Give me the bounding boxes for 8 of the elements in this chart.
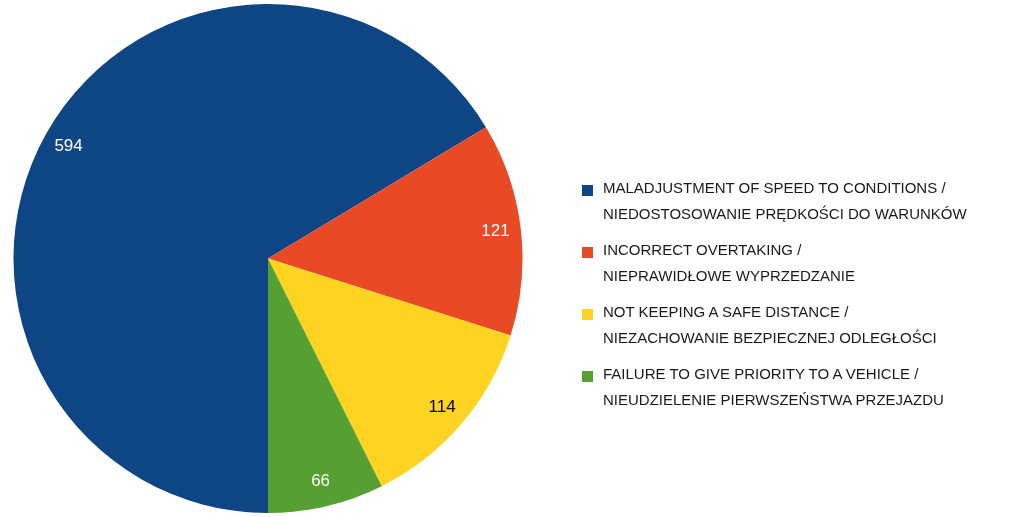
data-label: 121 (481, 221, 510, 241)
data-label: 66 (311, 471, 331, 491)
legend-label: INCORRECT OVERTAKING / NIEPRAWIDŁOWE WYPRZEDZANIE (603, 240, 855, 286)
legend-label: NOT KEEPING A SAFE DISTANCE / NIEZACHOWANIE BEZPIECZNEJ ODLEGŁOŚCI (603, 302, 937, 348)
legend-label: MALADJUSTMENT OF SPEED TO CONDITIONS / NIEDOSTOSOWANIE PRĘDKOŚCI DO WARUNKÓW (603, 178, 967, 224)
data-label: 594 (54, 135, 83, 155)
data-label: 114 (428, 397, 456, 417)
legend-label: FAILURE TO GIVE PRIORITY TO A VEHICLE / NIEUDZIELENIE PIERWSZEŃSTWA PRZEJAZDU (603, 364, 944, 410)
